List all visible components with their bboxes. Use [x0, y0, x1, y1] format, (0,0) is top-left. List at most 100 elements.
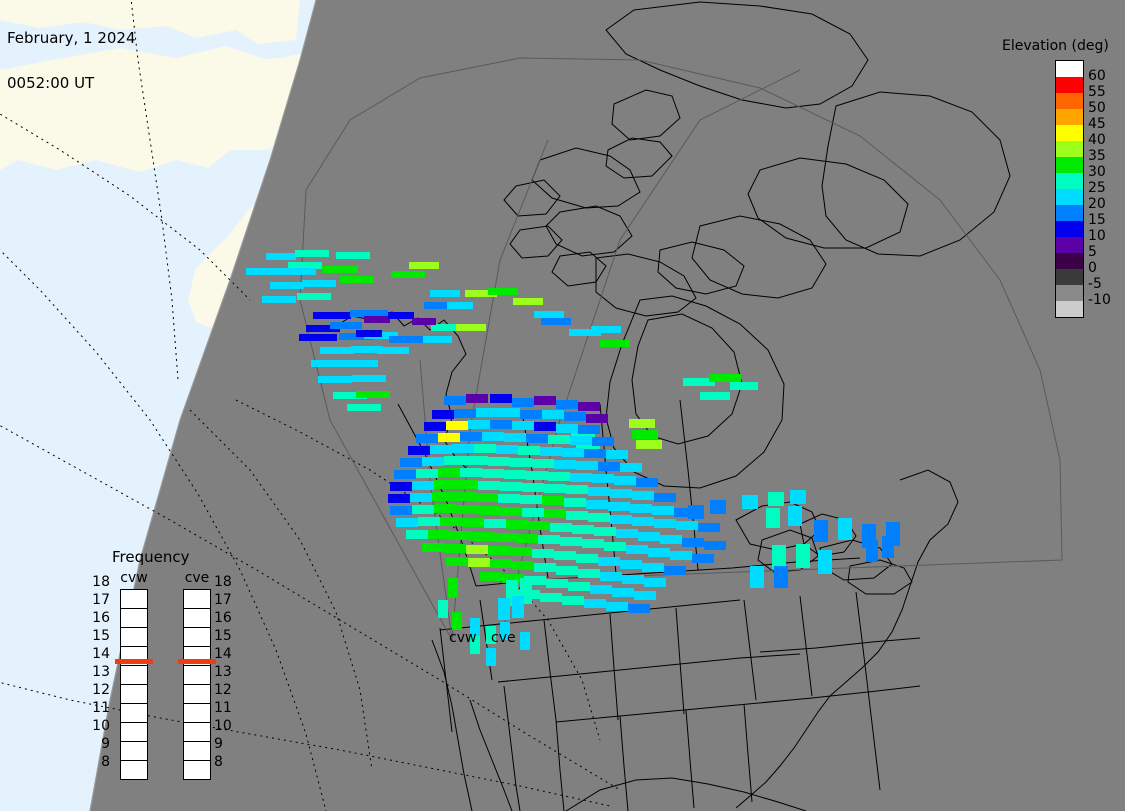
backscatter-cell — [654, 493, 676, 502]
colorbar-tick-label: 5 — [1088, 244, 1097, 260]
backscatter-cell — [430, 290, 460, 297]
backscatter-cell — [518, 446, 540, 455]
frequency-tick-label: 8 — [101, 754, 110, 770]
colorbar-tick-label: -5 — [1088, 276, 1102, 292]
backscatter-cell — [608, 502, 630, 511]
backscatter-cell — [356, 330, 382, 337]
backscatter-cell — [478, 506, 500, 515]
backscatter-cell — [434, 480, 456, 489]
backscatter-cell — [520, 495, 542, 504]
backscatter-cell — [416, 469, 438, 478]
title-time: 0052:00 UT — [7, 74, 95, 92]
backscatter-cell — [570, 473, 592, 482]
backscatter-cell — [496, 445, 518, 454]
frequency-tick-label: 18 — [214, 574, 232, 590]
backscatter-cell — [768, 492, 784, 506]
frequency-tick-label: 10 — [92, 718, 110, 734]
backscatter-cell — [554, 551, 576, 560]
backscatter-cell — [632, 491, 654, 500]
backscatter-cell — [882, 536, 894, 558]
backscatter-cell — [556, 566, 578, 575]
backscatter-cell — [446, 557, 468, 566]
backscatter-cell — [704, 541, 726, 550]
frequency-segment — [121, 590, 147, 609]
backscatter-cell — [444, 544, 466, 553]
backscatter-cell — [391, 271, 425, 278]
backscatter-cell — [512, 561, 534, 570]
backscatter-cell — [586, 414, 608, 423]
terminator-line — [89, 0, 317, 811]
frequency-tick-label: 15 — [214, 628, 232, 644]
backscatter-cell — [562, 596, 584, 605]
frequency-tick-label: 11 — [214, 700, 232, 716]
backscatter-cell — [524, 576, 546, 585]
backscatter-cell — [452, 444, 474, 453]
backscatter-cell — [299, 334, 337, 341]
frequency-segment — [184, 704, 210, 723]
backscatter-cell — [818, 550, 832, 574]
backscatter-cell — [447, 302, 473, 309]
backscatter-cell — [698, 523, 720, 532]
backscatter-cell — [642, 563, 664, 572]
backscatter-cell — [322, 266, 358, 273]
frequency-tick-label: 13 — [92, 664, 110, 680]
backscatter-cell — [522, 508, 544, 517]
frequency-tick-label: 16 — [92, 610, 110, 626]
backscatter-cell — [582, 539, 604, 548]
backscatter-cell — [468, 558, 490, 567]
backscatter-cell — [562, 448, 584, 457]
backscatter-cell — [480, 572, 502, 581]
backscatter-cell — [590, 585, 612, 594]
backscatter-cell — [424, 422, 446, 431]
backscatter-cell — [512, 596, 524, 618]
backscatter-cell — [772, 545, 786, 569]
frequency-tick-label: 9 — [214, 736, 223, 752]
backscatter-cell — [482, 469, 504, 478]
backscatter-cell — [682, 538, 704, 547]
backscatter-cell — [333, 392, 367, 399]
backscatter-cell — [462, 518, 484, 527]
backscatter-cell — [444, 456, 466, 465]
backscatter-cell — [548, 472, 570, 481]
colorbar-cell — [1056, 125, 1083, 141]
backscatter-cell — [377, 347, 409, 354]
backscatter-cell — [534, 563, 556, 572]
frequency-tick-label: 18 — [92, 574, 110, 590]
backscatter-cell — [516, 534, 538, 543]
backscatter-cell — [352, 375, 386, 382]
backscatter-cell — [540, 593, 562, 602]
backscatter-cell — [592, 437, 614, 446]
backscatter-cell — [526, 434, 548, 443]
backscatter-cell — [513, 298, 543, 305]
frequency-tick-label: 13 — [214, 664, 232, 680]
backscatter-cell — [578, 402, 600, 411]
backscatter-cell — [788, 506, 802, 526]
colorbar-tick-label: 45 — [1088, 116, 1106, 132]
backscatter-cell — [438, 468, 460, 477]
backscatter-cell — [534, 311, 564, 318]
backscatter-cell — [634, 591, 656, 600]
backscatter-cell — [295, 250, 329, 257]
backscatter-cell — [506, 520, 528, 529]
backscatter-cell — [594, 527, 616, 536]
backscatter-cell — [592, 474, 614, 483]
frequency-tick-label: 15 — [92, 628, 110, 644]
backscatter-cell — [430, 445, 452, 454]
frequency-column-cve: cve — [178, 570, 216, 780]
backscatter-cell — [692, 554, 714, 563]
backscatter-cell — [246, 268, 282, 275]
backscatter-cell — [660, 535, 682, 544]
backscatter-cell — [688, 505, 704, 519]
frequency-segment — [121, 742, 147, 761]
backscatter-cell — [409, 262, 439, 269]
land-fill-siberia-north — [0, 0, 300, 44]
backscatter-cell — [474, 444, 496, 453]
backscatter-cell — [406, 530, 428, 539]
backscatter-cell — [434, 504, 456, 513]
backscatter-cell — [584, 449, 606, 458]
elevation-colorbar: Elevation (deg) 60 55 50 45 40 35 30 25 20 15 10 5 0… — [1002, 38, 1111, 318]
backscatter-cell — [654, 519, 676, 528]
backscatter-cell — [476, 408, 498, 417]
backscatter-cell — [636, 440, 662, 449]
frequency-tick-label: 12 — [214, 682, 232, 698]
